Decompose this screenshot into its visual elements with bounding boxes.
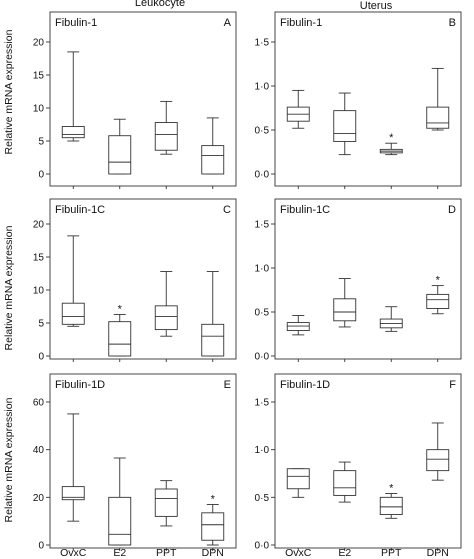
y-tick-label-a-0: 0 <box>38 170 44 181</box>
x-tick-label-f-dpn: DPN <box>427 547 449 559</box>
box-e-e2 <box>108 496 132 546</box>
box-c-ovxc <box>61 302 85 325</box>
x-tick-label-e-ovxc: OvxC <box>60 547 87 559</box>
panel-b: Fibulin-1 B 0·0 0·5 1·0 1·5 * <box>255 11 462 189</box>
y-tick-label-a-1: 5 <box>38 137 44 148</box>
panel-letter-d: D <box>448 204 456 216</box>
box-a-ovxc <box>61 126 85 139</box>
box-f-ovxc <box>286 468 310 490</box>
y-axis-label-row-1: Relative mRNA expression <box>3 29 15 154</box>
x-tick-label-f-ppt: PPT <box>381 547 402 559</box>
y-tick-label-a-4: 20 <box>33 38 45 49</box>
significance-star-e-dpn: * <box>211 493 216 505</box>
y-tick-label-b-1: 0·5 <box>255 126 270 137</box>
y-tick-label-d-3: 1·5 <box>255 220 270 231</box>
y-tick-label-e-3: 60 <box>33 398 45 409</box>
box-f-dpn <box>426 449 450 472</box>
significance-star-b-ppt: * <box>389 132 394 144</box>
panel-frame-f <box>274 373 462 549</box>
box-e-ovxc <box>61 486 85 501</box>
y-tick-label-c-1: 5 <box>38 319 44 330</box>
panel-e: Fibulin-1D E 0 20 40 60 OvxC E2 PPT * DPN <box>33 373 237 559</box>
panel-frame-c <box>49 198 237 360</box>
y-tick-label-f-0: 0·0 <box>255 541 270 552</box>
panel-frame-e <box>49 373 237 549</box>
box-a-dpn <box>201 145 225 175</box>
panel-title-b: Fibulin-1 <box>280 17 322 29</box>
panel-d: Fibulin-1C D 0·0 0·5 1·0 1·5 * <box>255 198 462 363</box>
x-tick-label-f-ovxc: OvxC <box>285 547 312 559</box>
y-tick-label-a-3: 15 <box>33 71 45 82</box>
box-e-ppt <box>154 488 178 517</box>
y-tick-label-c-0: 0 <box>38 352 44 363</box>
y-tick-label-a-2: 10 <box>33 104 45 115</box>
column-title-uterus: Uterus <box>360 0 393 12</box>
box-d-dpn <box>426 293 450 309</box>
panel-title-f: Fibulin-1D <box>280 379 330 391</box>
panel-letter-a: A <box>224 17 232 29</box>
significance-star-c-e2: * <box>118 303 123 315</box>
box-d-e2 <box>333 298 357 322</box>
y-tick-label-b-0: 0·0 <box>255 170 270 181</box>
box-a-e2 <box>108 135 132 175</box>
y-tick-label-b-2: 1·0 <box>255 82 270 93</box>
y-tick-label-e-1: 20 <box>33 493 45 504</box>
panel-title-c: Fibulin-1C <box>55 204 105 216</box>
panel-letter-e: E <box>224 379 231 391</box>
y-axis-label-row-2: Relative mRNA expression <box>3 225 15 350</box>
y-tick-label-f-1: 0·5 <box>255 493 270 504</box>
y-tick-label-e-0: 0 <box>38 541 44 552</box>
y-tick-label-b-3: 1·5 <box>255 38 270 49</box>
y-tick-label-e-2: 40 <box>33 445 45 456</box>
x-tick-label-e-dpn: DPN <box>202 547 224 559</box>
y-tick-label-f-2: 1·0 <box>255 445 270 456</box>
y-axis-label-row-3: Relative mRNA expression <box>3 397 15 522</box>
y-tick-label-f-3: 1·5 <box>255 398 270 409</box>
panel-title-a: Fibulin-1 <box>55 17 97 29</box>
panel-title-e: Fibulin-1D <box>55 379 105 391</box>
box-f-e2 <box>333 470 357 496</box>
chart-panels: Fibulin-1 A 0 5 10 15 20 Fibulin-1 B 0·0 0·5 1·0 1·5… <box>33 11 462 559</box>
panel-f: Fibulin-1D F 0·0 0·5 1·0 1·5 OvxC E2 * PPT DPN <box>255 373 462 559</box>
y-tick-label-c-4: 20 <box>33 220 45 231</box>
y-tick-label-d-1: 0·5 <box>255 308 270 319</box>
panel-c: Fibulin-1C C 0 5 10 15 20 * <box>33 198 237 363</box>
y-tick-label-c-3: 15 <box>33 253 45 264</box>
column-title-leukocyte: Leukocyte <box>135 0 185 9</box>
y-tick-label-d-2: 1·0 <box>255 264 270 275</box>
panel-frame-d <box>274 198 462 360</box>
y-tick-label-c-2: 10 <box>33 286 45 297</box>
x-tick-label-e-e2: E2 <box>113 547 126 559</box>
panel-letter-f: F <box>449 379 456 391</box>
box-c-e2 <box>108 321 132 357</box>
box-e-dpn <box>201 512 225 541</box>
x-tick-label-e-ppt: PPT <box>156 547 177 559</box>
y-tick-label-d-0: 0·0 <box>255 352 270 363</box>
significance-star-f-ppt: * <box>389 483 394 495</box>
panel-letter-b: B <box>449 17 456 29</box>
box-b-dpn <box>426 106 450 129</box>
x-tick-label-f-e2: E2 <box>338 547 351 559</box>
box-a-ppt <box>154 122 178 151</box>
panel-letter-c: C <box>223 204 231 216</box>
panel-title-d: Fibulin-1C <box>280 204 330 216</box>
significance-star-d-dpn: * <box>436 275 441 287</box>
panel-frame-a <box>49 11 237 187</box>
panel-frame-b <box>274 11 462 187</box>
box-c-ppt <box>154 305 178 331</box>
box-b-e2 <box>333 110 357 142</box>
box-f-ppt <box>379 496 403 515</box>
box-c-dpn <box>201 323 225 357</box>
panel-a: Fibulin-1 A 0 5 10 15 20 <box>33 11 237 189</box>
